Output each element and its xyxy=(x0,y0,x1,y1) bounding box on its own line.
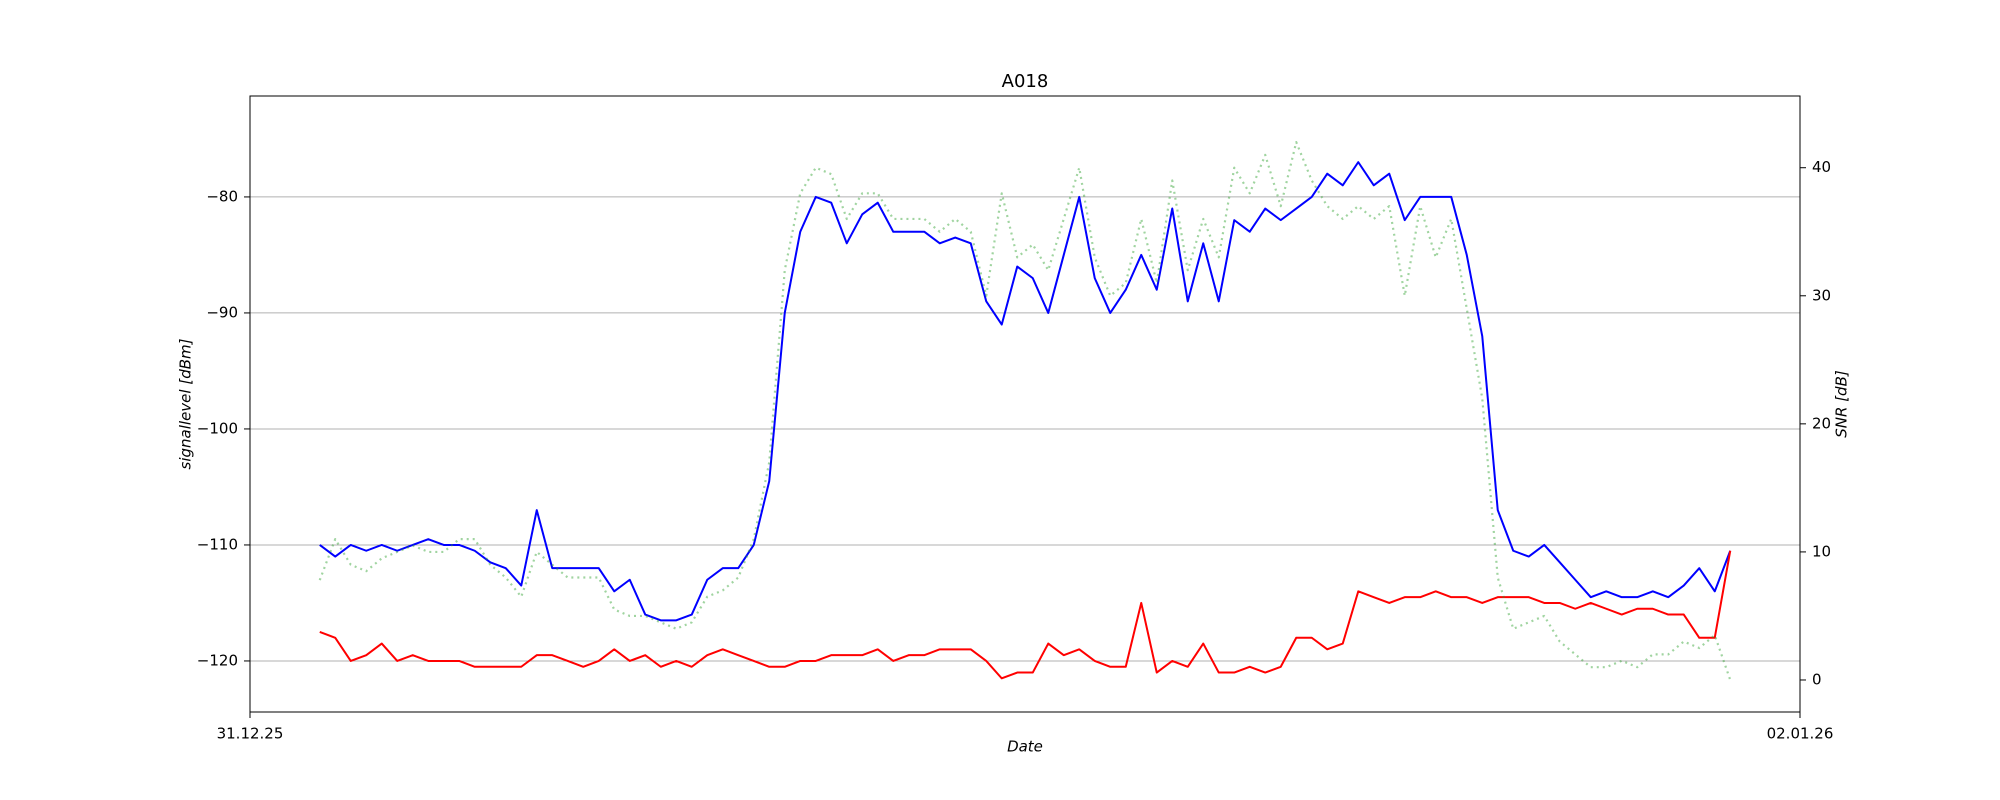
y2-tick-label: 40 xyxy=(1812,158,1831,176)
y-tick-label: −80 xyxy=(206,187,238,205)
x-axis-label: Date xyxy=(1007,738,1043,756)
series-line xyxy=(319,161,1732,622)
plot-frame xyxy=(249,95,1801,713)
y-tick-label: −110 xyxy=(197,535,238,553)
series-line xyxy=(319,550,1732,680)
series-line xyxy=(318,141,1732,681)
y2-tick-label: 30 xyxy=(1812,286,1831,304)
y-tick-label: −100 xyxy=(197,419,238,437)
y2-axis-label: SNR [dB] xyxy=(1833,370,1851,438)
y2-tick-label: 20 xyxy=(1812,414,1831,432)
chart-title: A018 xyxy=(1002,71,1049,92)
y2-tick-label: 0 xyxy=(1812,670,1822,688)
y-axis-label: signallevel [dBm] xyxy=(177,338,195,469)
x-tick-label: 31.12.25 xyxy=(217,725,284,743)
y-tick-label: −90 xyxy=(206,303,238,321)
y2-tick-label: 10 xyxy=(1812,542,1831,560)
y-tick-label: −120 xyxy=(197,651,238,669)
x-tick-label: 02.01.26 xyxy=(1767,725,1834,743)
